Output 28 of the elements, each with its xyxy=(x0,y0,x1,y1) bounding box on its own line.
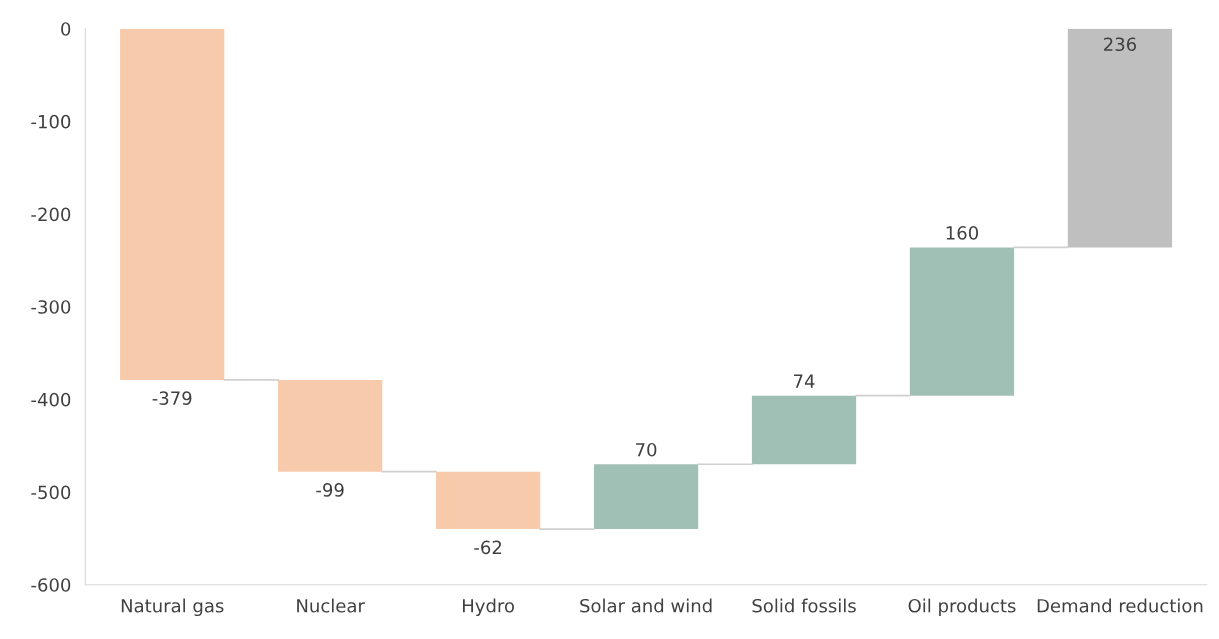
data-label: -62 xyxy=(474,540,502,555)
data-label: 74 xyxy=(794,374,815,388)
y-tick-label: -100 xyxy=(31,114,71,129)
y-tick-label: -600 xyxy=(31,578,71,592)
x-tick-label: Nuclear xyxy=(297,598,365,613)
y-tick-label: 0 xyxy=(61,22,71,36)
x-tick-label: Natural gas xyxy=(121,598,224,617)
bar xyxy=(909,247,1015,396)
x-tick-label: Solar and wind xyxy=(580,598,712,613)
bar xyxy=(751,395,857,465)
bar xyxy=(278,379,383,472)
data-label: -379 xyxy=(152,391,192,405)
data-label: -99 xyxy=(316,483,344,497)
bar xyxy=(593,464,699,530)
data-label: 70 xyxy=(636,442,657,457)
y-tick-label: -300 xyxy=(31,300,71,314)
bar xyxy=(120,28,225,380)
data-label: 160 xyxy=(946,226,979,240)
data-label: 236 xyxy=(1104,37,1137,52)
bar xyxy=(435,471,541,530)
x-tick-label: Hydro xyxy=(462,598,515,617)
y-tick-label: -500 xyxy=(31,485,71,500)
x-tick-label: Solid fossils xyxy=(752,598,856,613)
x-tick-label: Oil products xyxy=(908,598,1016,617)
bar xyxy=(1067,28,1173,248)
x-tick-label: Demand reduction xyxy=(1037,598,1203,613)
y-tick-label: -400 xyxy=(31,392,71,407)
y-tick-label: -200 xyxy=(31,207,71,222)
